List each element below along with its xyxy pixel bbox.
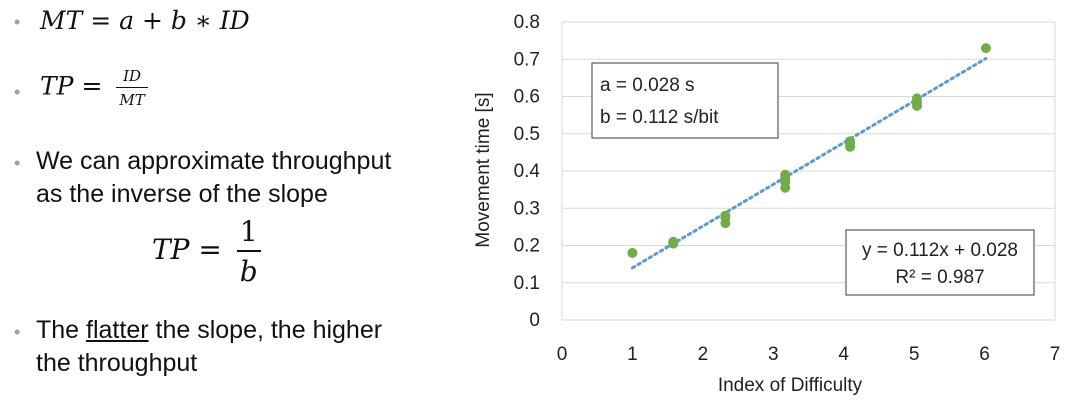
y-tick-label: 0.3	[514, 198, 540, 219]
x-tick-label: 5	[909, 344, 920, 365]
bullet-dot: •	[14, 82, 21, 102]
data-point	[720, 210, 731, 221]
formula-tp-fraction: ID MT	[116, 67, 148, 109]
y-tick-label: 0.6	[514, 87, 540, 108]
bullet-dot: •	[14, 12, 21, 32]
x-axis-label: Index of Difficulty	[718, 375, 863, 396]
formula-mt-rhs: a + b ∗ ID	[119, 6, 250, 35]
equation-annotation-box: y = 0.112x + 0.028 R² = 0.987	[845, 229, 1035, 296]
bullet-flatter-underlined: flatter	[86, 316, 149, 344]
y-tick-label: 0.4	[514, 161, 541, 182]
data-point	[845, 136, 856, 147]
y-axis-label: Movement time [s]	[473, 92, 494, 247]
formula-mt-lhs: MT	[40, 6, 83, 35]
bullet-throughput-line1: We can approximate throughput	[36, 147, 392, 175]
x-tick-label: 4	[838, 344, 849, 365]
trendline	[630, 56, 988, 270]
y-tick-label: 0	[529, 310, 540, 331]
bullet-throughput-text: We can approximate throughput as the inv…	[36, 145, 391, 211]
formula-tp-lhs: TP	[40, 71, 74, 101]
y-tick-label: 0.2	[514, 236, 540, 257]
bullet-flatter-line2: the throughput	[36, 349, 198, 377]
y-tick-label: 0.8	[514, 12, 540, 33]
formula-tp-inverse-fraction: 1 b	[236, 215, 261, 288]
y-axis-ticks: 0 0.1 0.2 0.3 0.4 0.5 0.6 0.7 0.8	[514, 12, 541, 331]
data-point	[980, 43, 991, 54]
x-tick-label: 6	[979, 344, 990, 365]
params-line-b: b = 0.112 s/bit	[600, 107, 719, 128]
y-tick-label: 0.1	[514, 273, 540, 294]
x-tick-label: 3	[768, 344, 779, 365]
x-tick-label: 0	[557, 344, 568, 365]
data-point	[668, 236, 679, 247]
data-points	[627, 43, 991, 258]
x-tick-label: 2	[698, 344, 709, 365]
bullet-flatter-pre: The	[36, 316, 87, 344]
bullet-list: • MT = a + b ∗ ID • TP = ID MT • We can …	[0, 0, 470, 404]
formula-tp-inverse-denominator: b	[236, 250, 261, 288]
bullet-flatter-line1: The flatter the slope, the higher	[36, 314, 382, 347]
params-annotation-box: a = 0.028 s b = 0.112 s/bit	[591, 62, 779, 139]
x-axis-ticks: 0 1 2 3 4 5 6 7	[557, 344, 1061, 365]
data-point	[911, 93, 922, 104]
y-tick-label: 0.5	[514, 124, 540, 145]
r-squared: R² = 0.987	[895, 267, 984, 288]
y-tick-label: 0.7	[514, 49, 540, 70]
trendline-equation: y = 0.112x + 0.028	[862, 240, 1018, 261]
formula-mt: MT = a + b ∗ ID	[40, 6, 250, 35]
data-point	[780, 169, 791, 180]
formula-tp-inverse-lhs: TP	[152, 233, 190, 266]
formula-tp-denominator: MT	[116, 87, 148, 109]
bullet-dot: •	[14, 153, 21, 173]
formula-tp: TP = ID MT	[40, 67, 148, 109]
bullet-dot: •	[14, 322, 21, 342]
data-point	[627, 247, 638, 258]
params-line-a: a = 0.028 s	[600, 75, 695, 96]
bullet-flatter-text: The flatter the slope, the higher the th…	[36, 314, 382, 380]
x-tick-label: 1	[627, 344, 638, 365]
formula-tp-numerator: ID	[123, 67, 142, 85]
scatter-chart: 0 0.1 0.2 0.3 0.4 0.5 0.6 0.7 0.8 0 1 2 3 4 5 6 7 Index…	[473, 12, 1061, 396]
bullet-throughput-line2: as the inverse of the slope	[36, 180, 328, 208]
formula-tp-inverse: TP = 1 b	[152, 215, 261, 288]
x-tick-label: 7	[1050, 344, 1061, 365]
formula-tp-inverse-numerator: 1	[239, 215, 258, 248]
bullet-flatter-post: the slope, the higher	[148, 316, 383, 344]
